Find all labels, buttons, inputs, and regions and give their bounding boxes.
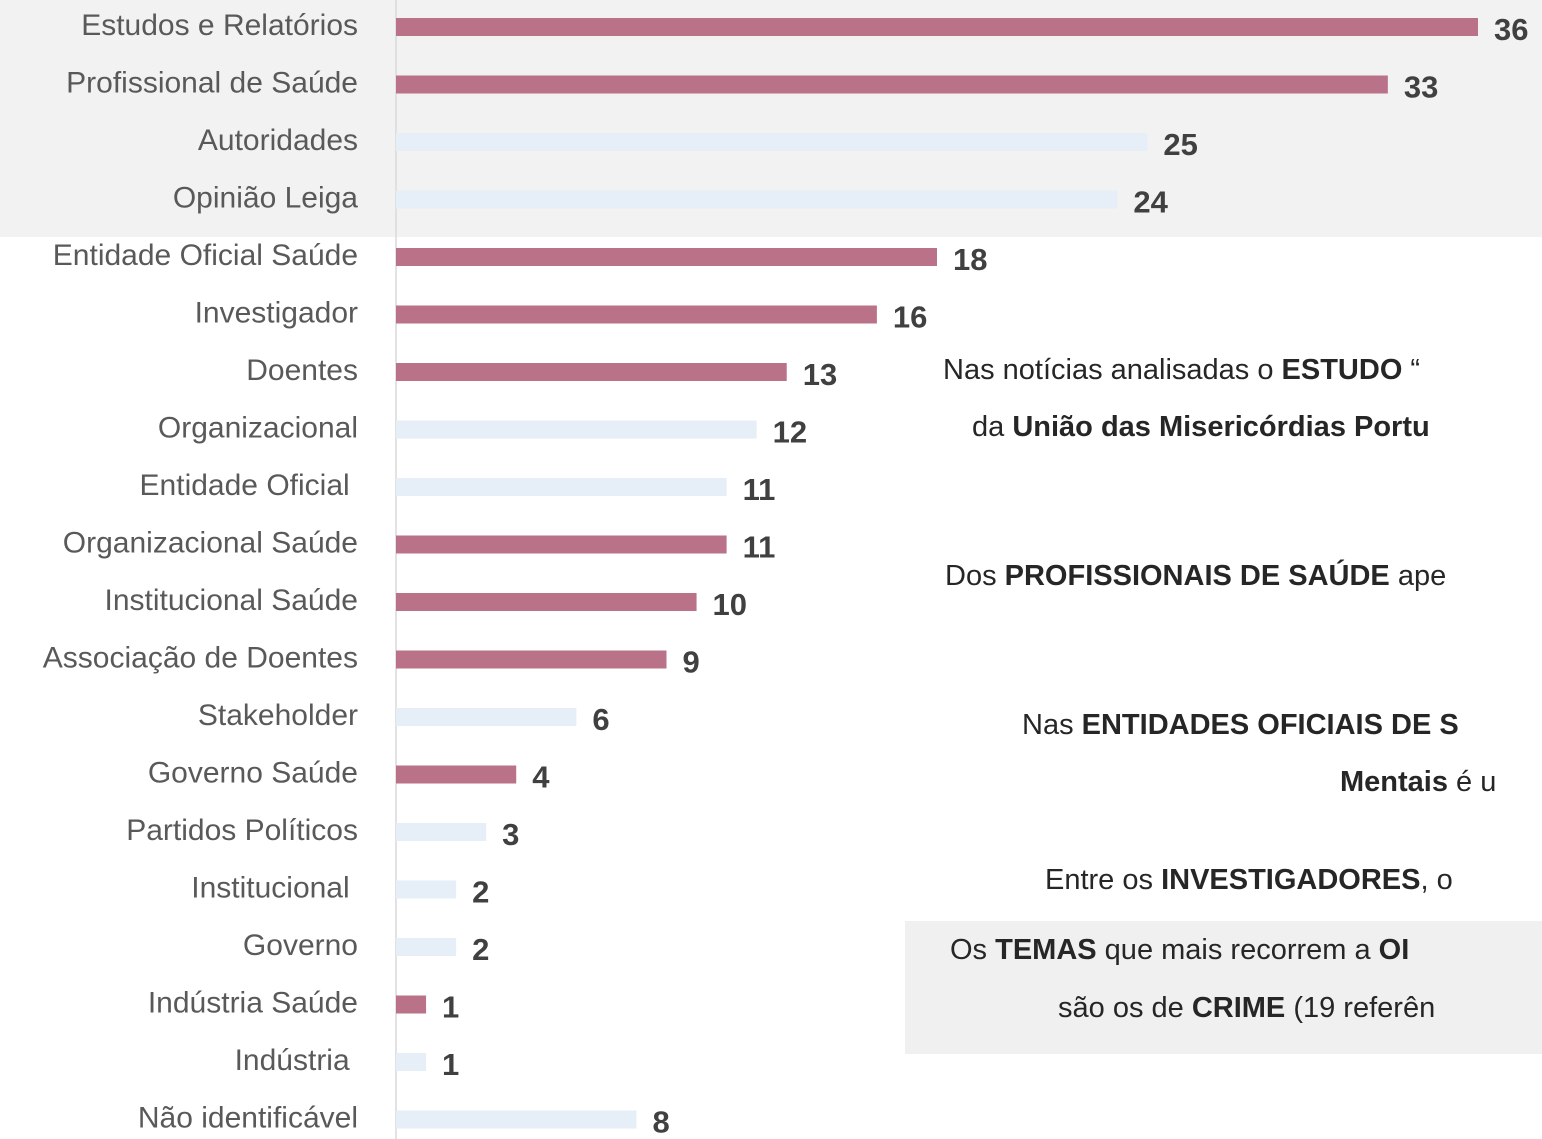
annotation-run: ENTIDADES OFICIAIS DE S: [1082, 709, 1459, 741]
annotation-run: União das Misericórdias Portu: [1012, 411, 1429, 443]
annotation-run: ape: [1390, 560, 1446, 592]
annotation: são os de CRIME (19 referên: [1058, 992, 1435, 1024]
value-label: 2: [472, 875, 489, 910]
annotation-run: Nas notícias analisadas o: [943, 354, 1282, 386]
category-label: Organizacional: [158, 411, 358, 444]
annotation: Mentais é u: [1340, 766, 1496, 798]
category-label: Estudos e Relatórios: [81, 9, 358, 42]
value-label: 3: [502, 817, 519, 852]
bar: [396, 938, 457, 956]
category-label: Opinião Leiga: [173, 181, 358, 214]
category-label: Profissional de Saúde: [66, 66, 358, 99]
bar: [396, 880, 457, 899]
category-label: Institucional: [191, 871, 358, 904]
annotation-run: Mentais: [1340, 766, 1448, 798]
annotation-run: da: [972, 411, 1012, 443]
value-label: 11: [743, 472, 776, 507]
annotation-run: Nas: [1022, 709, 1082, 741]
value-label: 33: [1404, 70, 1438, 105]
category-label: Associação de Doentes: [43, 641, 358, 674]
bar: [396, 363, 787, 381]
value-label: 13: [803, 357, 837, 392]
bar: [396, 823, 487, 841]
category-label: Doentes: [246, 354, 358, 387]
value-label: 18: [953, 242, 987, 277]
annotation-run: que mais recorrem a: [1097, 934, 1379, 966]
category-label: Autoridades: [198, 124, 358, 157]
value-label: 36: [1494, 12, 1528, 47]
bar: [396, 708, 577, 726]
bar: [396, 1053, 427, 1071]
annotation-run: Dos: [945, 560, 1005, 592]
category-label: Não identificável: [138, 1101, 358, 1134]
value-label: 4: [532, 760, 550, 795]
bar: [396, 650, 667, 669]
bar: [396, 995, 427, 1014]
category-label: Indústria: [235, 1044, 358, 1077]
annotation-run: ESTUDO: [1282, 354, 1403, 386]
value-label: 9: [683, 645, 700, 680]
annotation-run: TEMAS: [995, 934, 1097, 966]
annotation: da União das Misericórdias Portu: [972, 411, 1430, 443]
category-label: Governo Saúde: [148, 756, 358, 789]
bar: [396, 1110, 637, 1129]
bar: [396, 248, 937, 266]
bar: [396, 593, 697, 611]
bar: [396, 18, 1478, 36]
annotation-run: (19 referên: [1285, 992, 1435, 1024]
category-label: Investigador: [195, 296, 358, 329]
value-label: 2: [472, 932, 489, 967]
category-label: Institucional Saúde: [104, 584, 358, 617]
value-label: 11: [743, 530, 776, 565]
value-label: 8: [652, 1105, 669, 1139]
annotation-run: é u: [1448, 766, 1496, 798]
value-label: 10: [713, 587, 747, 622]
annotation-run: INVESTIGADORES: [1161, 864, 1420, 896]
category-label: Entidade Oficial: [140, 469, 358, 502]
annotation-run: Os: [950, 934, 995, 966]
value-label: 6: [592, 702, 609, 737]
value-label: 16: [893, 300, 927, 335]
value-label: 12: [773, 415, 807, 450]
annotation-run: “: [1402, 354, 1420, 386]
bar: [396, 765, 517, 784]
bar: [396, 420, 757, 439]
category-label: Indústria Saúde: [148, 986, 358, 1019]
annotation-run: OI: [1379, 934, 1410, 966]
bar: [396, 190, 1118, 209]
annotation-run: PROFISSIONAIS DE SAÚDE: [1005, 558, 1390, 592]
annotation: Nas ENTIDADES OFICIAIS DE S: [1022, 709, 1459, 741]
category-label: Stakeholder: [198, 699, 358, 732]
category-label: Partidos Políticos: [126, 814, 358, 847]
value-label: 24: [1133, 185, 1168, 220]
bar: [396, 305, 877, 324]
annotation-run: Entre os: [1045, 864, 1161, 896]
annotation: Dos PROFISSIONAIS DE SAÚDE ape: [945, 558, 1446, 592]
bar: [396, 535, 727, 554]
bar: [396, 478, 727, 496]
annotation-run: CRIME: [1192, 992, 1285, 1024]
value-label: 1: [442, 990, 459, 1025]
value-label: 1: [442, 1047, 459, 1082]
note-panel: [905, 921, 1542, 1054]
annotation: Entre os INVESTIGADORES, o: [1045, 864, 1453, 896]
bar: [396, 75, 1388, 94]
bar: [396, 133, 1148, 151]
annotation: Os TEMAS que mais recorrem a OI: [950, 934, 1409, 966]
annotation-run: , o: [1421, 864, 1453, 896]
category-label: Entidade Oficial Saúde: [53, 239, 358, 272]
annotation-run: são os de: [1058, 992, 1192, 1024]
category-label: Governo: [243, 929, 358, 962]
category-label: Organizacional Saúde: [63, 526, 358, 559]
annotation: Nas notícias analisadas o ESTUDO “: [943, 354, 1420, 386]
value-label: 25: [1163, 127, 1197, 162]
